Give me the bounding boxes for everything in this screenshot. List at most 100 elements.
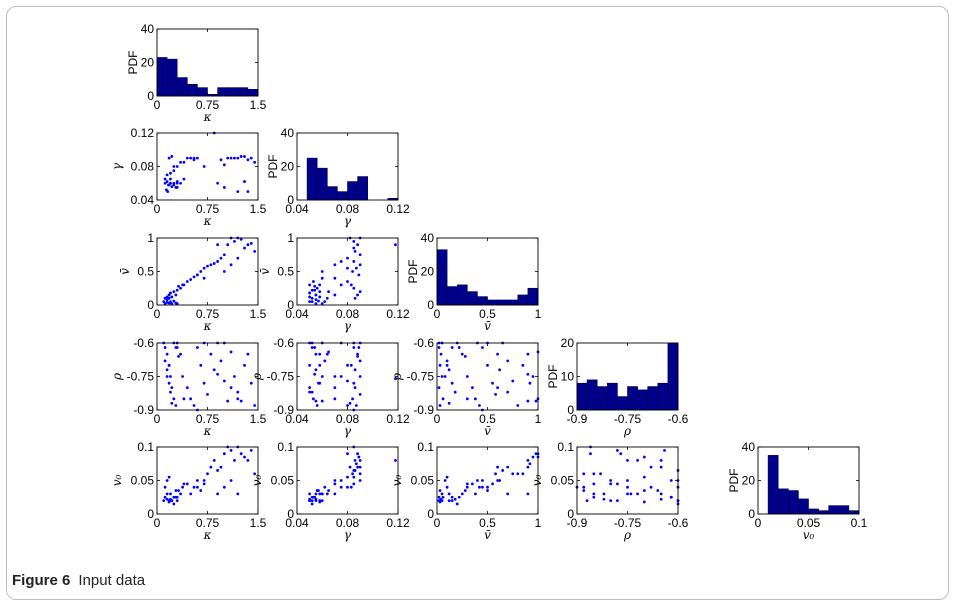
data-point [327, 489, 330, 492]
data-point [222, 452, 226, 456]
data-point [534, 452, 538, 456]
data-point [460, 352, 464, 356]
data-point [609, 499, 613, 502]
data-point [177, 284, 180, 288]
data-point [450, 495, 454, 499]
axes-box [156, 342, 259, 411]
y-tick-label: 20 [281, 160, 295, 174]
data-point [528, 381, 532, 385]
data-point [165, 368, 169, 372]
data-point [358, 392, 362, 396]
data-point [229, 156, 233, 160]
data-point [443, 375, 447, 378]
data-point [358, 253, 362, 257]
data-point [463, 355, 467, 358]
axes-box [156, 132, 259, 201]
data-point [445, 475, 449, 479]
data-point [175, 180, 179, 183]
data-point [310, 296, 314, 300]
data-point [189, 492, 193, 496]
data-point [659, 465, 663, 469]
data-point [506, 492, 510, 496]
y-tick-label: 20 [742, 474, 756, 488]
data-point [498, 479, 502, 482]
data-point [169, 171, 172, 175]
data-point [455, 502, 459, 506]
y-tick-label: 40 [421, 231, 435, 245]
data-point [233, 156, 236, 160]
y-tick-label: 0.05 [131, 474, 155, 488]
data-point [486, 489, 489, 492]
y-tick-label: 0 [287, 298, 294, 312]
data-point [333, 397, 337, 401]
data-point [199, 363, 203, 367]
histogram-bar [617, 396, 628, 411]
data-point [659, 497, 663, 501]
x-axis-label: κ [203, 528, 212, 542]
data-point [526, 399, 530, 403]
data-point [473, 397, 477, 401]
axes-box [436, 446, 539, 515]
data-point [169, 375, 172, 378]
data-point [351, 472, 354, 476]
x-tick-label: 0.12 [386, 412, 410, 426]
data-point [346, 266, 349, 270]
histogram-bar [798, 498, 809, 515]
histogram-bar [227, 87, 239, 97]
y-tick-label: 0.5 [277, 265, 294, 279]
data-point [165, 375, 169, 378]
data-point [470, 386, 474, 390]
y-axis-label: γ [110, 162, 124, 170]
data-point [358, 479, 362, 482]
data-point [163, 495, 167, 499]
data-point [534, 399, 538, 403]
data-point [441, 397, 445, 401]
data-point [314, 293, 318, 297]
histogram-bar [848, 510, 860, 515]
data-point [339, 485, 343, 489]
y-tick-label: 40 [141, 22, 155, 36]
data-point [440, 375, 444, 378]
x-tick-label: 0.08 [336, 307, 360, 321]
data-point [526, 352, 530, 356]
data-point [253, 472, 257, 476]
data-point [216, 243, 220, 247]
data-point [642, 455, 646, 459]
data-point [308, 283, 312, 287]
data-point [616, 499, 619, 502]
data-point [236, 492, 240, 496]
data-point [346, 452, 349, 456]
data-point [582, 485, 586, 489]
data-point [236, 397, 240, 401]
data-point [243, 155, 246, 158]
data-point [172, 502, 176, 506]
histogram-bar [637, 389, 648, 411]
data-point [308, 492, 312, 496]
data-point [313, 372, 317, 376]
data-point [354, 266, 358, 270]
data-point [175, 288, 179, 292]
data-point [659, 492, 663, 496]
x-tick-label: 0.5 [479, 307, 496, 321]
x-axis-label: v̄ [484, 424, 491, 438]
y-axis-label: v₀ [390, 475, 404, 487]
data-point [314, 492, 318, 496]
data-point [202, 482, 206, 486]
y-axis-label: v₀ [530, 475, 544, 487]
data-point [229, 263, 233, 267]
data-point [445, 359, 449, 363]
data-point [441, 495, 445, 499]
data-point [353, 250, 357, 253]
y-tick-label: -0.6 [133, 336, 154, 350]
data-point [243, 455, 246, 459]
data-point [629, 492, 633, 496]
data-point [394, 377, 397, 381]
histogram-bar [517, 294, 529, 306]
data-point [582, 489, 586, 492]
histogram-bar [487, 299, 498, 306]
y-axis-label: v̄ [118, 268, 132, 275]
data-point [358, 263, 362, 267]
histogram-bar [606, 382, 618, 411]
data-point [437, 499, 441, 502]
data-point [333, 386, 337, 390]
